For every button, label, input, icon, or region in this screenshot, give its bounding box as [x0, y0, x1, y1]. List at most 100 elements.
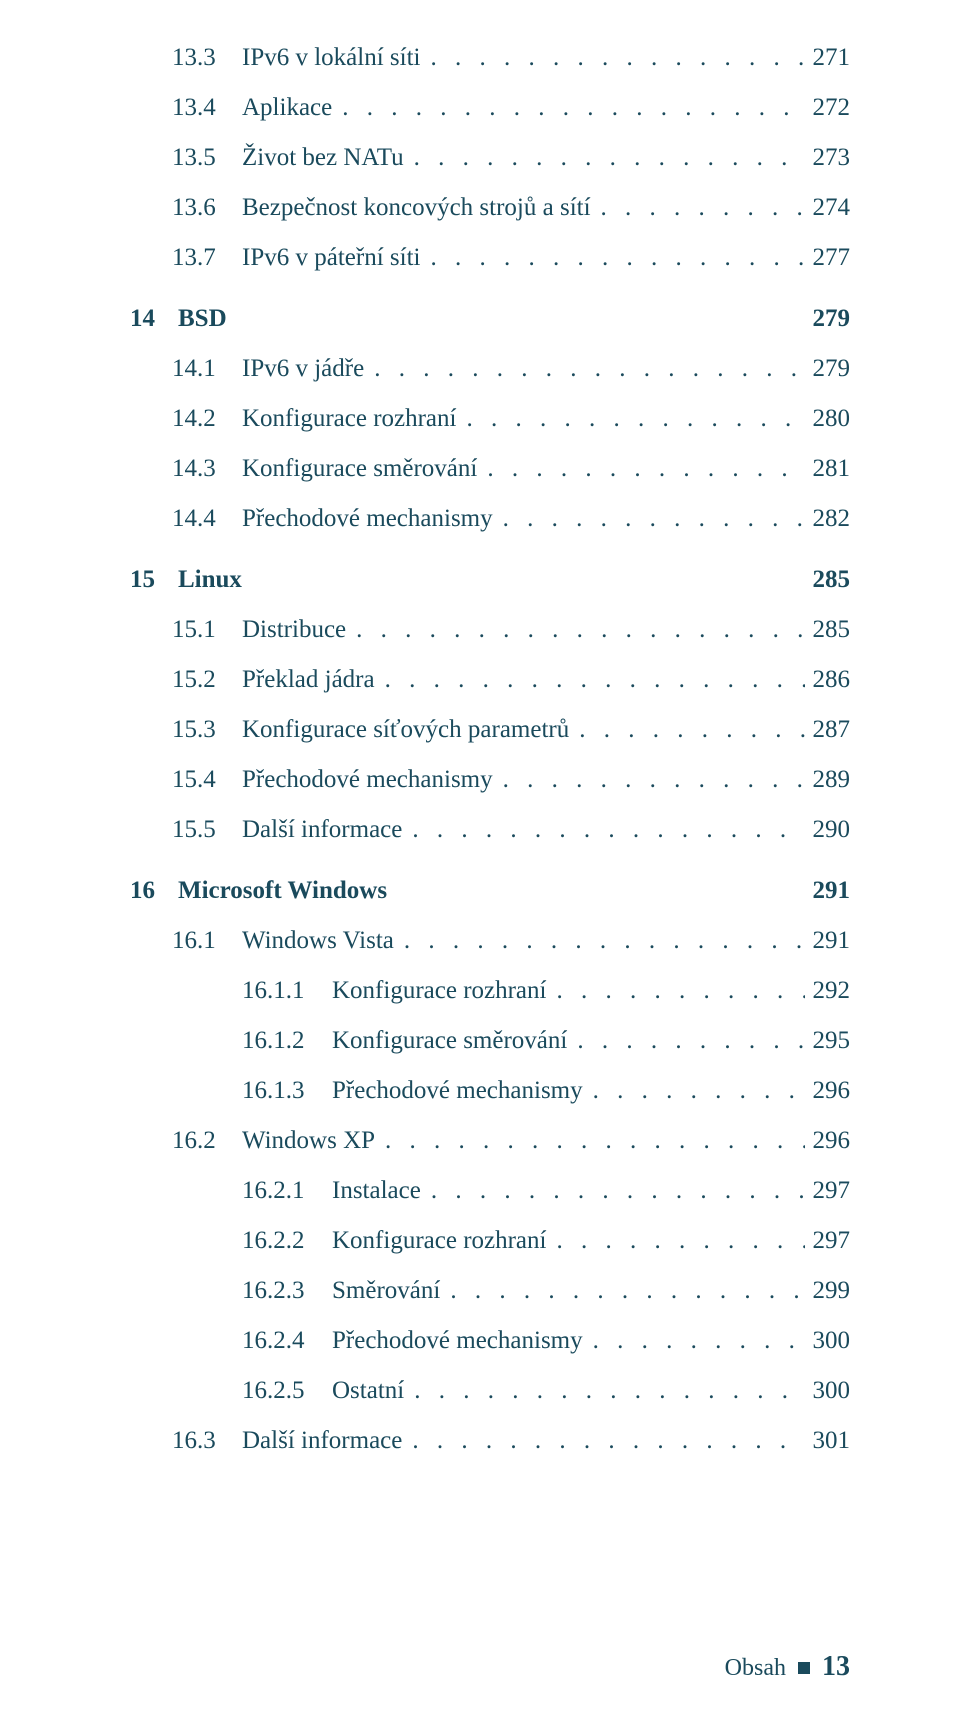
toc-dot-leader: . . . . . . . . . . . . . . . . . . . . …: [575, 712, 804, 747]
toc-entry: 16.2.4Přechodové mechanismy. . . . . . .…: [130, 1323, 850, 1358]
toc-entry-page: 273: [805, 140, 851, 175]
toc-entry: 13.5Život bez NATu. . . . . . . . . . . …: [130, 140, 850, 175]
toc-dot-leader: . . . . . . . . . . . . . . . . . . . . …: [499, 762, 805, 797]
toc-entry-title: Konfigurace rozhraní: [332, 973, 552, 1008]
toc-entry-title: Konfigurace směrování: [242, 451, 483, 486]
toc-entry-page: 286: [805, 662, 851, 697]
toc-dot-leader: . . . . . . . . . . . . . . . . . . . . …: [410, 140, 805, 175]
toc-dot-leader: . . . . . . . . . . . . . . . . . . . . …: [410, 1373, 804, 1408]
toc-entry-page: 272: [805, 90, 851, 125]
toc-entry: 15.4Přechodové mechanismy. . . . . . . .…: [130, 762, 850, 797]
toc-entry-number: 16.2.2: [242, 1223, 332, 1258]
toc-entry: 16.1.2Konfigurace směrování. . . . . . .…: [130, 1023, 850, 1058]
toc-dot-leader: . . . . . . . . . . . . . . . . . . . . …: [589, 1073, 805, 1108]
toc-entry-title: Konfigurace síťových parametrů: [242, 712, 575, 747]
toc-dot-leader: . . . . . . . . . . . . . . . . . . . . …: [370, 351, 804, 386]
toc-dot-leader: . . . . . . . . . . . . . . . . . . . . …: [408, 812, 804, 847]
toc-entry-number: 14.3: [172, 451, 242, 486]
toc-entry-title: Linux: [178, 562, 248, 597]
toc-dot-leader: . . . . . . . . . . . . . . . . . . . . …: [400, 923, 805, 958]
toc-entry: 16.2.5Ostatní. . . . . . . . . . . . . .…: [130, 1373, 850, 1408]
toc-entry-title: Windows XP: [242, 1123, 381, 1158]
toc-entry-number: 16.3: [172, 1423, 242, 1458]
toc-entry-number: 16: [130, 873, 178, 908]
toc-entry: 13.6Bezpečnost koncových strojů a sítí. …: [130, 190, 850, 225]
toc-entry-number: 15.1: [172, 612, 242, 647]
toc-dot-leader: . . . . . . . . . . . . . . . . . . . . …: [499, 501, 805, 536]
toc-entry-number: 14.4: [172, 501, 242, 536]
toc-entry-number: 16.1.2: [242, 1023, 332, 1058]
toc-entry-number: 13.6: [172, 190, 242, 225]
toc-list: 13.3IPv6 v lokální síti. . . . . . . . .…: [130, 40, 850, 1458]
toc-entry-page: 280: [805, 401, 851, 436]
toc-entry-number: 15.2: [172, 662, 242, 697]
toc-dot-leader: . . . . . . . . . . . . . . . . . . . . …: [597, 190, 805, 225]
page-footer: Obsah 13: [725, 1651, 850, 1683]
toc-entry-page: 285: [805, 562, 851, 597]
toc-entry: 13.7IPv6 v páteřní síti. . . . . . . . .…: [130, 240, 850, 275]
toc-entry-title: Instalace: [332, 1173, 427, 1208]
toc-entry-title: Konfigurace směrování: [332, 1023, 573, 1058]
footer-label: Obsah: [725, 1655, 786, 1681]
toc-entry: 15.5Další informace. . . . . . . . . . .…: [130, 812, 850, 847]
toc-entry-number: 16.2.5: [242, 1373, 332, 1408]
toc-entry-number: 13.7: [172, 240, 242, 275]
toc-entry-page: 297: [805, 1223, 851, 1258]
toc-entry: 16.2Windows XP. . . . . . . . . . . . . …: [130, 1123, 850, 1158]
toc-dot-leader: . . . . . . . . . . . . . . . . . . . . …: [446, 1273, 804, 1308]
toc-entry-title: Přechodové mechanismy: [242, 762, 499, 797]
toc-entry-title: Přechodové mechanismy: [332, 1323, 589, 1358]
toc-entry-page: 290: [805, 812, 851, 847]
toc-entry-page: 299: [805, 1273, 851, 1308]
toc-entry: 16.2.3Směrování. . . . . . . . . . . . .…: [130, 1273, 850, 1308]
toc-entry-number: 15.3: [172, 712, 242, 747]
toc-page: 13.3IPv6 v lokální síti. . . . . . . . .…: [0, 0, 960, 1721]
toc-entry-page: 274: [805, 190, 851, 225]
toc-entry: 16.3Další informace. . . . . . . . . . .…: [130, 1423, 850, 1458]
toc-entry-page: 300: [805, 1323, 851, 1358]
toc-entry-title: IPv6 v jádře: [242, 351, 370, 386]
toc-entry-number: 16.2.3: [242, 1273, 332, 1308]
toc-dot-leader: . . . . . . . . . . . . . . . . . . . . …: [426, 240, 804, 275]
toc-entry: 13.3IPv6 v lokální síti. . . . . . . . .…: [130, 40, 850, 75]
toc-dot-leader: . . . . . . . . . . . . . . . . . . . . …: [427, 1173, 805, 1208]
toc-entry: 14.3Konfigurace směrování. . . . . . . .…: [130, 451, 850, 486]
toc-entry-title: Microsoft Windows: [178, 873, 393, 908]
toc-dot-leader: . . . . . . . . . . . . . . . . . . . . …: [573, 1023, 804, 1058]
toc-entry-page: 279: [805, 351, 851, 386]
toc-entry-number: 16.2: [172, 1123, 242, 1158]
toc-entry-page: 301: [805, 1423, 851, 1458]
toc-entry-page: 279: [805, 301, 851, 336]
toc-entry-title: IPv6 v páteřní síti: [242, 240, 426, 275]
toc-dot-leader: . . . . . . . . . . . . . . . . . . . . …: [462, 401, 804, 436]
toc-entry-page: 287: [805, 712, 851, 747]
toc-entry: 14.1IPv6 v jádře. . . . . . . . . . . . …: [130, 351, 850, 386]
toc-entry: 15Linux. . . . . . . . . . . . . . . . .…: [130, 562, 850, 597]
toc-entry-number: 15: [130, 562, 178, 597]
toc-entry: 16.1Windows Vista. . . . . . . . . . . .…: [130, 923, 850, 958]
toc-entry-number: 14.1: [172, 351, 242, 386]
toc-entry-title: Konfigurace rozhraní: [242, 401, 462, 436]
toc-entry: 14.2Konfigurace rozhraní. . . . . . . . …: [130, 401, 850, 436]
toc-dot-leader: . . . . . . . . . . . . . . . . . . . . …: [552, 973, 804, 1008]
toc-dot-leader: . . . . . . . . . . . . . . . . . . . . …: [483, 451, 804, 486]
toc-dot-leader: . . . . . . . . . . . . . . . . . . . . …: [381, 662, 805, 697]
toc-entry-page: 277: [805, 240, 851, 275]
toc-entry: 15.1Distribuce. . . . . . . . . . . . . …: [130, 612, 850, 647]
toc-entry-title: BSD: [178, 301, 233, 336]
toc-entry-title: Konfigurace rozhraní: [332, 1223, 552, 1258]
toc-entry-number: 16.1.1: [242, 973, 332, 1008]
toc-entry-page: 291: [805, 873, 851, 908]
toc-entry: 16.1.1Konfigurace rozhraní. . . . . . . …: [130, 973, 850, 1008]
toc-entry: 14.4Přechodové mechanismy. . . . . . . .…: [130, 501, 850, 536]
toc-entry-title: Přechodové mechanismy: [242, 501, 499, 536]
toc-entry-title: Aplikace: [242, 90, 338, 125]
toc-entry-number: 14: [130, 301, 178, 336]
toc-entry-page: 291: [805, 923, 851, 958]
toc-dot-leader: . . . . . . . . . . . . . . . . . . . . …: [408, 1423, 804, 1458]
toc-entry-title: Směrování: [332, 1273, 446, 1308]
toc-entry-title: Překlad jádra: [242, 662, 381, 697]
toc-entry-number: 16.1.3: [242, 1073, 332, 1108]
toc-entry-page: 297: [805, 1173, 851, 1208]
toc-entry-page: 295: [805, 1023, 851, 1058]
